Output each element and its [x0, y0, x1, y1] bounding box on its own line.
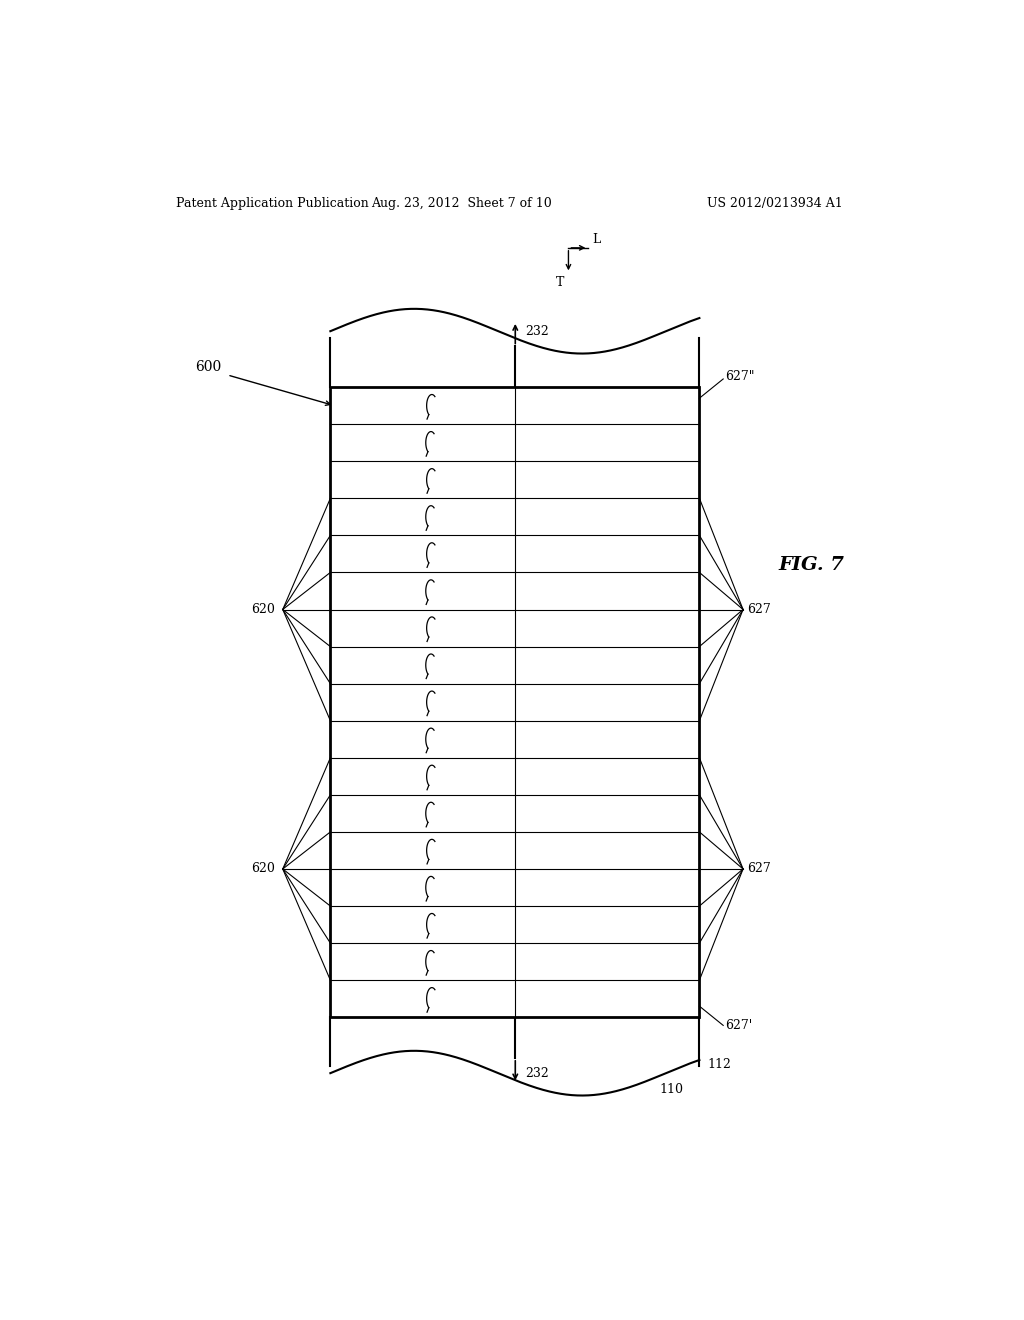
Text: US 2012/0213934 A1: US 2012/0213934 A1: [708, 197, 843, 210]
Text: T: T: [556, 276, 564, 289]
Text: L: L: [592, 232, 600, 246]
Text: 600: 600: [196, 360, 222, 374]
Text: 110: 110: [659, 1084, 684, 1097]
Text: 232: 232: [524, 1067, 549, 1080]
Text: Patent Application Publication: Patent Application Publication: [176, 197, 369, 210]
Text: 627": 627": [725, 371, 755, 383]
Text: FIG. 7: FIG. 7: [778, 556, 845, 574]
Text: 112: 112: [708, 1057, 731, 1071]
Text: Aug. 23, 2012  Sheet 7 of 10: Aug. 23, 2012 Sheet 7 of 10: [371, 197, 552, 210]
Text: 627: 627: [748, 862, 771, 875]
Text: 232: 232: [524, 325, 549, 338]
Bar: [331, 387, 699, 1018]
Text: 620: 620: [251, 862, 274, 875]
Text: 627: 627: [748, 603, 771, 616]
Text: 627': 627': [725, 1019, 752, 1032]
Text: 620: 620: [251, 603, 274, 616]
